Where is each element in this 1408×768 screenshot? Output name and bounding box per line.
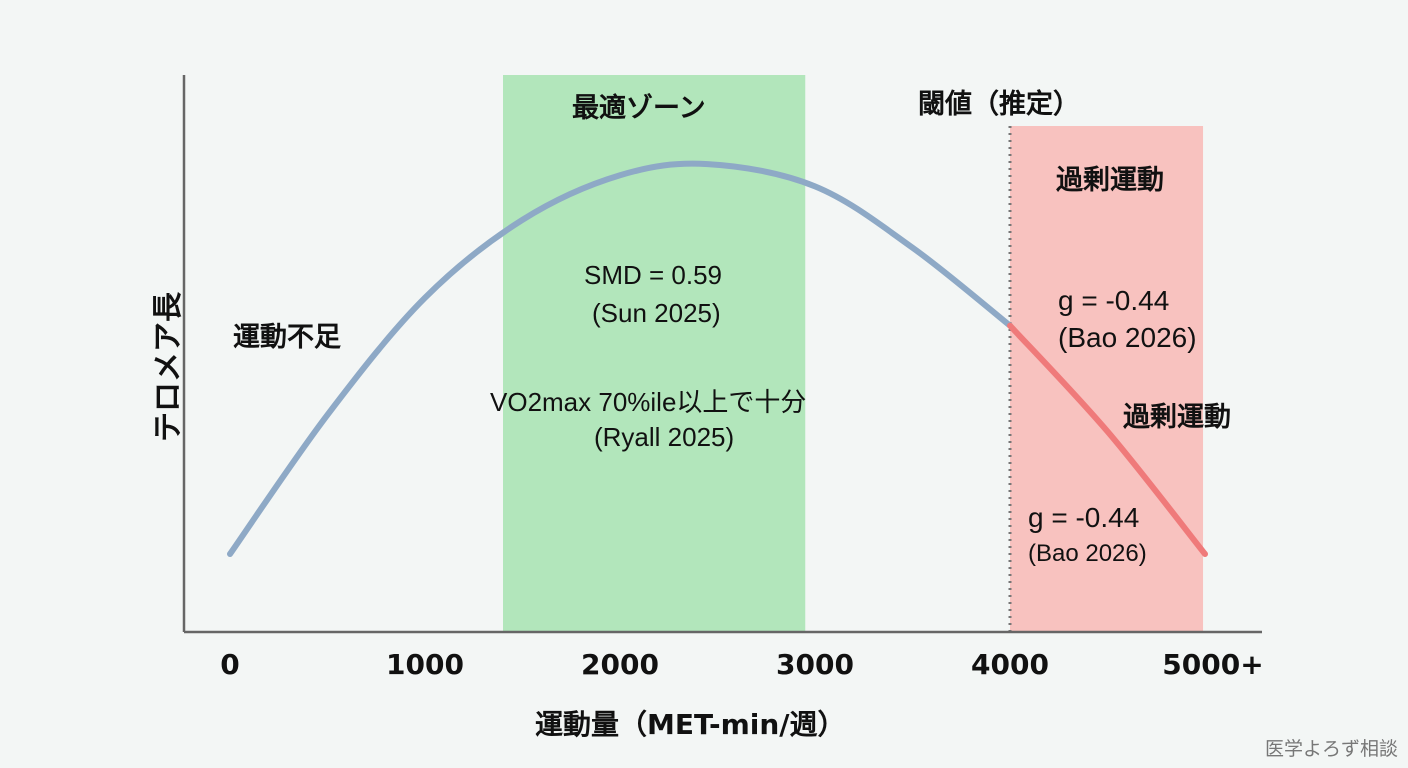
smd-annotation: SMD = 0.59 bbox=[584, 260, 723, 290]
band-0 bbox=[503, 75, 806, 632]
g1-annotation: g = -0.44 bbox=[1058, 285, 1170, 316]
x-axis-label: 運動量（MET-min/週） bbox=[535, 708, 846, 741]
vo2-source: (Ryall 2025) bbox=[594, 422, 735, 452]
y-axis-label: テロメア長 bbox=[151, 292, 186, 442]
excess-curve-label: 過剰運動 bbox=[1123, 402, 1231, 433]
smd-source: (Sun 2025) bbox=[592, 298, 721, 328]
optimal-zone-label: 最適ゾーン bbox=[572, 93, 706, 124]
g2-source: (Bao 2026) bbox=[1028, 540, 1147, 567]
vo2-annotation: VO2max 70%ile以上で十分 bbox=[490, 387, 807, 417]
g1-source: (Bao 2026) bbox=[1058, 322, 1197, 353]
series-line-1 bbox=[1007, 322, 1208, 558]
x-tick-label: 3000 bbox=[776, 648, 854, 681]
x-tick-label: 4000 bbox=[971, 648, 1049, 681]
watermark: 医学よろず相談 bbox=[1264, 738, 1398, 760]
x-tick-label: 1000 bbox=[386, 648, 464, 681]
g2-annotation: g = -0.44 bbox=[1028, 502, 1140, 533]
excess-zone-label: 過剰運動 bbox=[1056, 165, 1164, 196]
series-line-0 bbox=[227, 160, 1013, 558]
insufficient-label: 運動不足 bbox=[233, 322, 341, 353]
threshold-label: 閾値（推定） bbox=[918, 89, 1080, 120]
x-tick-label: 2000 bbox=[581, 648, 659, 681]
band-1 bbox=[1010, 126, 1204, 632]
x-tick-label: 0 bbox=[220, 648, 240, 681]
x-tick-label: 5000+ bbox=[1162, 648, 1264, 681]
